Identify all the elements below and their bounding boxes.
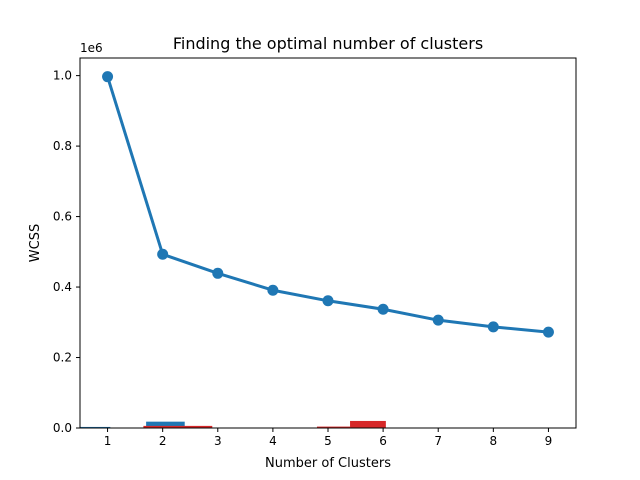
y-tick-label-4: 0.8	[53, 139, 72, 153]
x-tick-label-3: 3	[214, 434, 222, 448]
data-point-1	[102, 71, 114, 83]
data-point-9	[542, 326, 554, 338]
x-tick-label-1: 1	[104, 434, 112, 448]
x-tick-label-6: 6	[379, 434, 387, 448]
line-layer	[102, 71, 554, 338]
y-tick-label-5: 1.0	[53, 69, 72, 83]
data-point-5	[322, 295, 334, 307]
chart-title: Finding the optimal number of clusters	[173, 34, 483, 53]
data-point-6	[377, 303, 389, 315]
data-point-4	[267, 284, 279, 296]
x-tick-label-7: 7	[434, 434, 442, 448]
y-offset-label: 1e6	[80, 41, 103, 55]
data-point-2	[157, 248, 169, 260]
ticks-layer: 1 2 3 4 5 6 7 8 9 0.0 0.2 0.4 0.6 0.8 1.0	[53, 69, 552, 448]
bar-5	[350, 420, 386, 428]
x-tick-label-8: 8	[490, 434, 498, 448]
bars-layer	[80, 420, 386, 428]
x-tick-label-9: 9	[545, 434, 553, 448]
bar-1	[80, 426, 111, 428]
x-tick-label-4: 4	[269, 434, 277, 448]
y-tick-label-0: 0.0	[53, 421, 72, 435]
x-tick-label-2: 2	[159, 434, 167, 448]
bar-4	[316, 426, 351, 428]
data-point-3	[212, 267, 224, 279]
bar-3	[143, 425, 213, 428]
y-tick-label-2: 0.4	[53, 280, 72, 294]
data-point-8	[487, 321, 499, 333]
data-point-7	[432, 314, 444, 326]
y-axis-label: WCSS	[28, 224, 43, 262]
x-tick-label-5: 5	[324, 434, 332, 448]
x-axis-label: Number of Clusters	[265, 456, 391, 471]
y-tick-label-3: 0.6	[53, 210, 72, 224]
bar-2	[146, 421, 185, 428]
y-tick-label-1: 0.2	[53, 351, 72, 365]
